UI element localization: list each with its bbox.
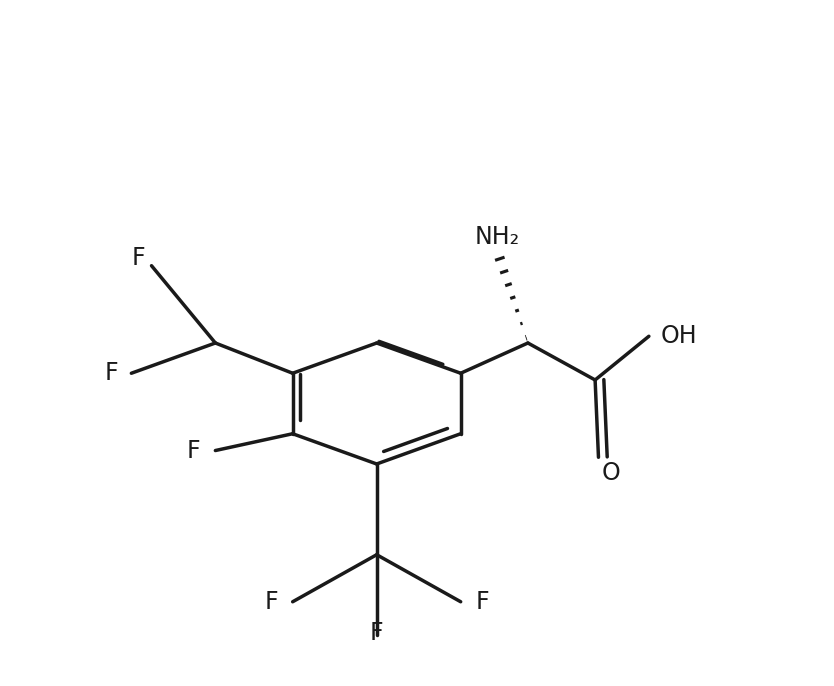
Text: F: F xyxy=(104,362,118,386)
Text: NH₂: NH₂ xyxy=(475,225,520,249)
Text: F: F xyxy=(187,438,201,462)
Text: F: F xyxy=(264,590,278,614)
Text: F: F xyxy=(131,246,145,270)
Text: O: O xyxy=(602,460,620,484)
Text: OH: OH xyxy=(661,324,697,348)
Text: F: F xyxy=(369,622,384,646)
Text: F: F xyxy=(475,590,489,614)
